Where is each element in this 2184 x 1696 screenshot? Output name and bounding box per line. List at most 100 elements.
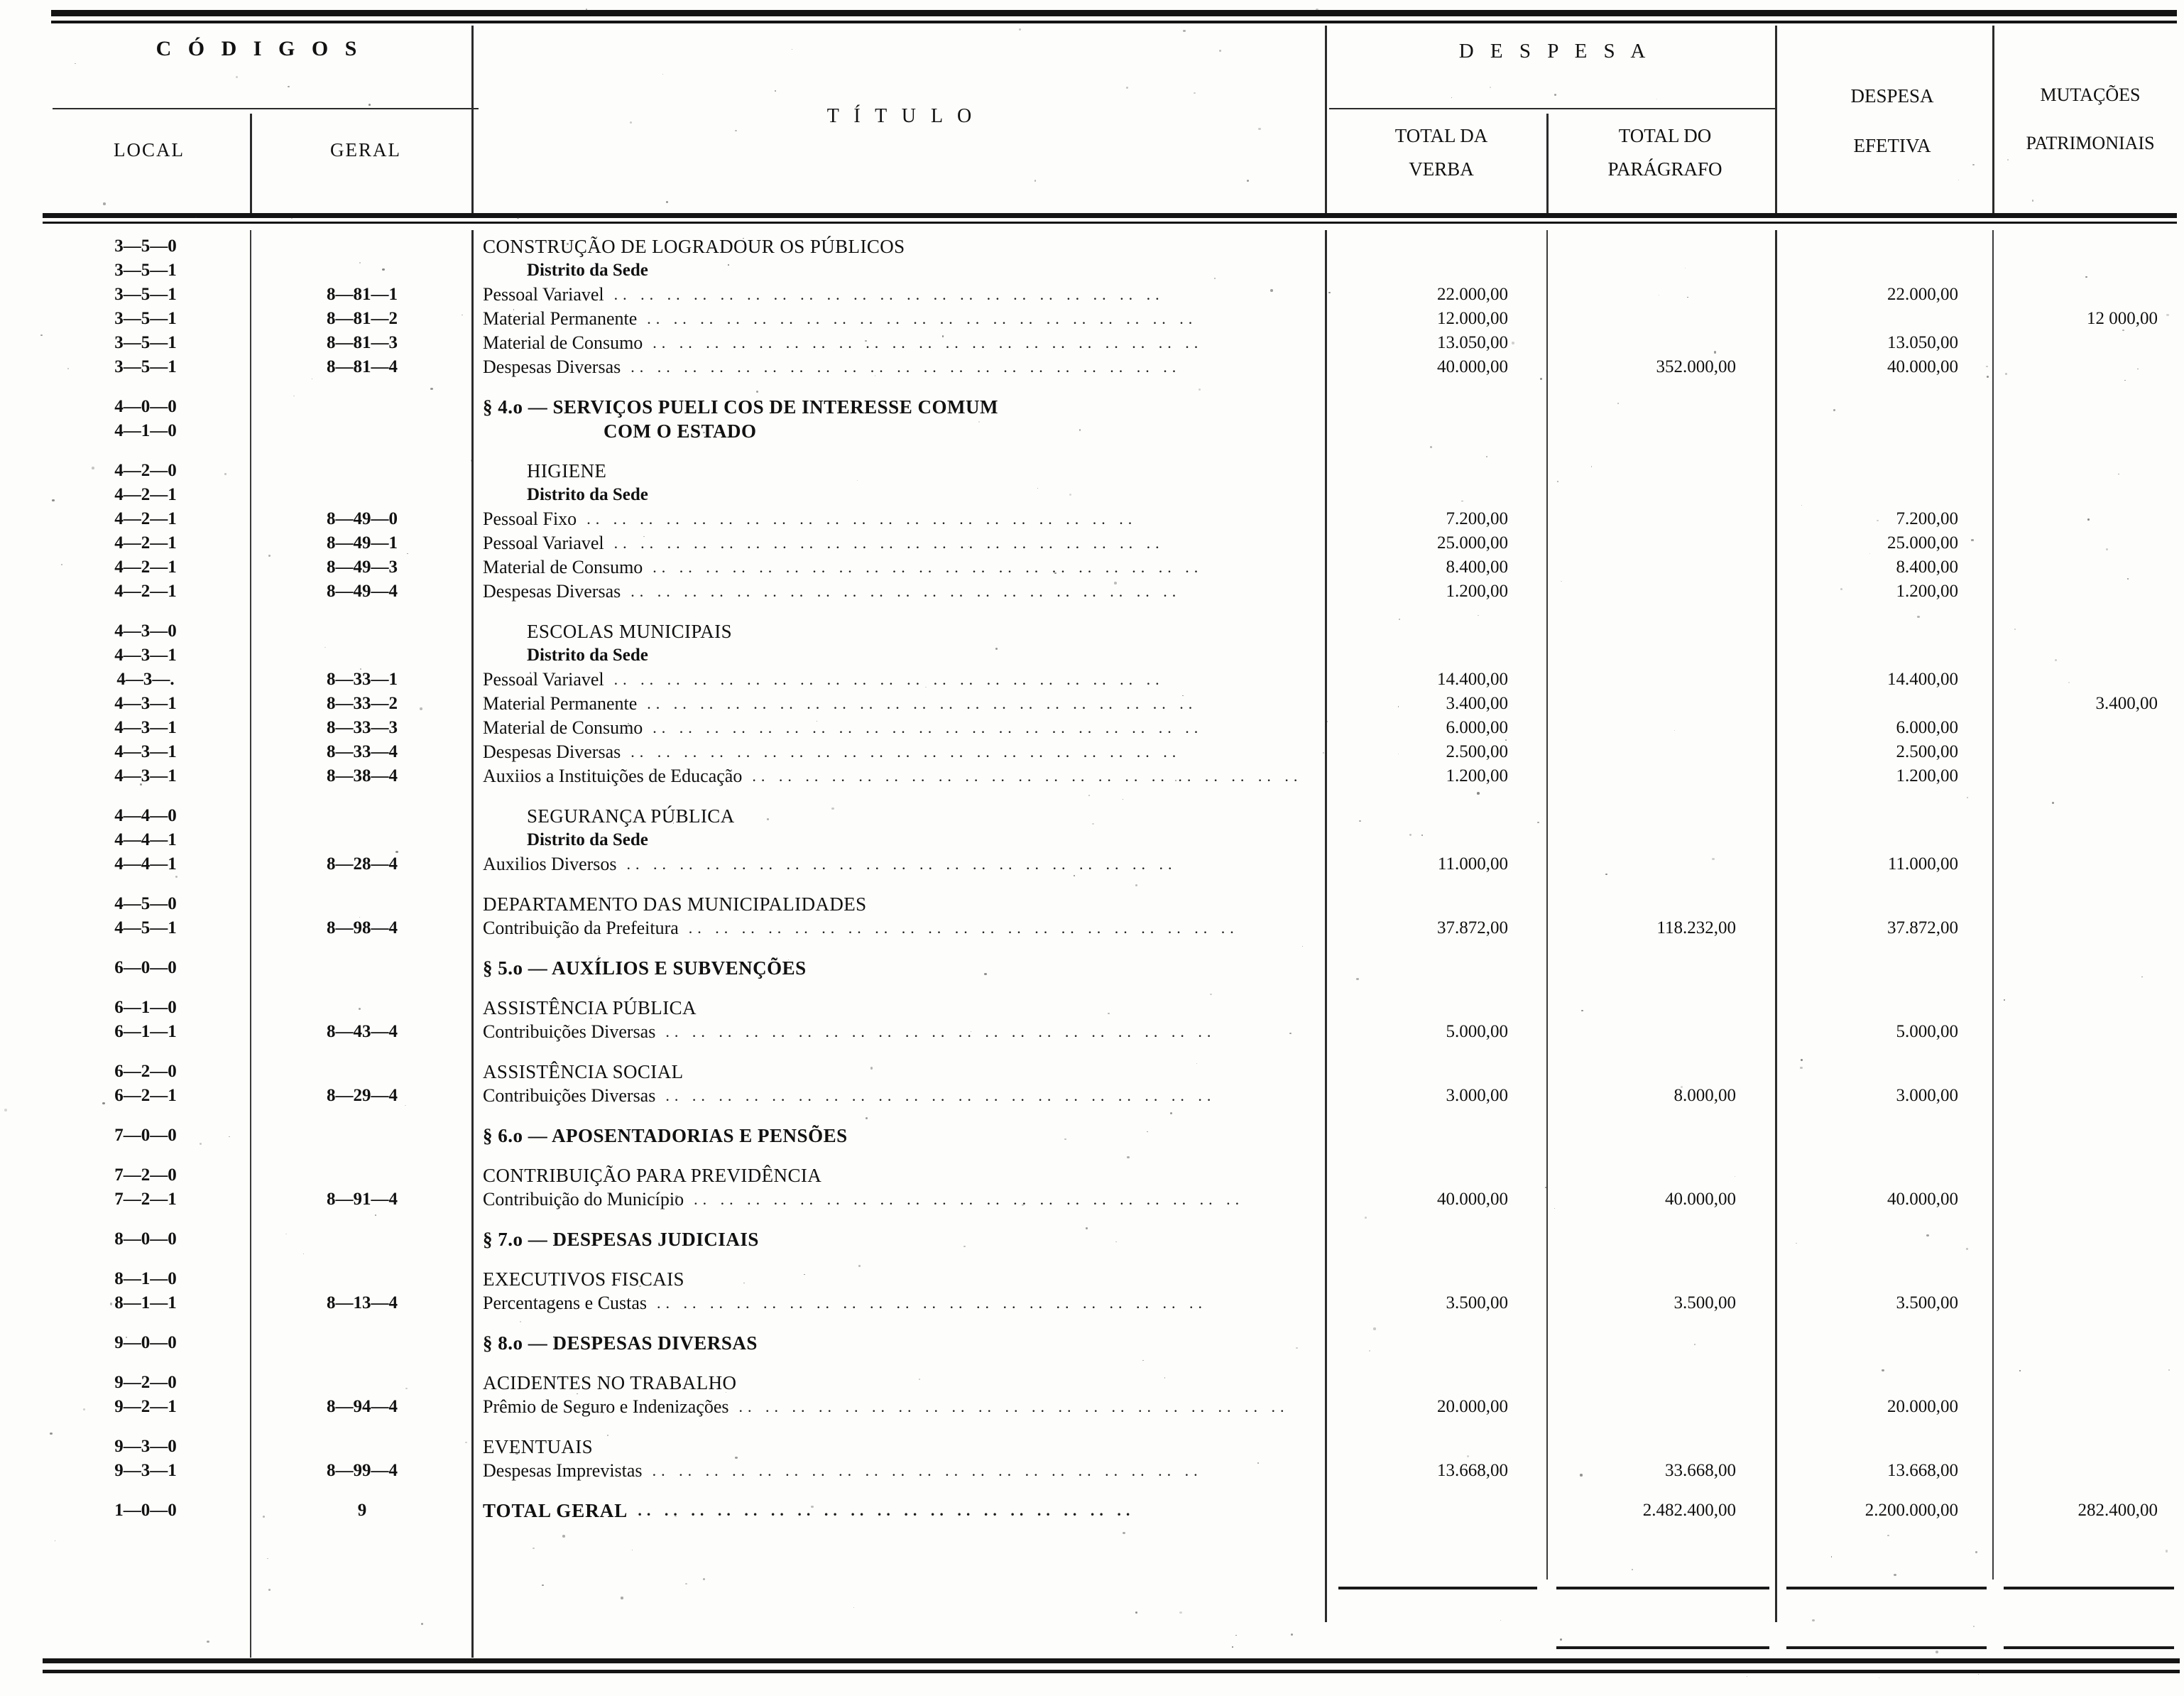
row-code-local: 4—2—1 [114, 485, 177, 504]
table-row: 3—5—0 CONSTRUÇÃO DE LOGRADOUR OS PÚBLICOS [0, 234, 2184, 259]
paper-speck [1355, 978, 1359, 981]
row-code-geral: 8—81—3 [327, 333, 398, 352]
row-value-total-verba: 8.400,00 [1446, 558, 1509, 577]
paper-speck [810, 1505, 814, 1509]
row-value-despesa-efetiva: 13.050,00 [1887, 333, 1958, 352]
paper-speck [1421, 835, 1423, 836]
paper-speck [1681, 1086, 1683, 1088]
row-title-label: § 7.o — DESPESAS JUDICIAIS [483, 1229, 759, 1250]
paper-speck [4, 1109, 7, 1111]
table-row: 4—4—1 Distrito da Sede [0, 828, 2184, 852]
header-total-da-verba: TOTAL DA VERBA [1335, 119, 1548, 187]
row-title: Auxiios a Instituições de Educação .. .. … [483, 764, 1328, 788]
row-title-label: § 6.o — APOSENTADORIAS E PENSÕES [483, 1125, 848, 1146]
row-code-local: 4—2—1 [114, 582, 177, 601]
paper-speck [702, 1577, 706, 1580]
paper-speck [1194, 92, 1196, 94]
row-title: TOTAL GERAL .. .. .. .. .. .. .. .. .. ..… [483, 1499, 1328, 1523]
paper-speck [75, 62, 76, 65]
paper-speck [1073, 874, 1076, 877]
paper-speck [766, 817, 770, 821]
paper-speck [675, 1515, 677, 1517]
paper-speck [262, 1516, 266, 1518]
row-value-total-verba: 37.872,00 [1437, 918, 1508, 937]
row-value-despesa-efetiva: 25.000,00 [1887, 533, 1958, 553]
paper-speck [1196, 1062, 1198, 1065]
paper-speck [2054, 658, 2058, 661]
row-code-local: 9—2—0 [114, 1373, 177, 1392]
spacer-row [0, 1483, 2184, 1499]
header-despesa-underline [1329, 108, 1776, 109]
row-title-label: ESCOLAS MUNICIPAIS [527, 621, 733, 642]
paper-speck [83, 1408, 86, 1411]
paper-speck [590, 1017, 592, 1019]
header-geral: GERAL [330, 139, 401, 161]
row-title-label: COM O ESTADO [604, 420, 757, 442]
paper-speck [606, 1434, 609, 1436]
row-value-total-verba: 40.000,00 [1437, 1190, 1508, 1209]
paper-speck [420, 1623, 424, 1626]
row-code-local: 4—2—1 [114, 533, 177, 553]
dot-leader: .. .. .. .. .. .. .. .. .. .. .. .. .. .… [665, 1023, 1219, 1040]
paper-speck [199, 1143, 202, 1146]
paper-speck [420, 707, 422, 710]
sep-efetiva-mutacoes-header [1992, 26, 1994, 217]
paper-speck [1088, 795, 1090, 797]
table-row: 9—2—1 8—94—4 Prêmio de Seguro e Indenizaçõ… [0, 1395, 2184, 1419]
row-value-despesa-efetiva: 13.668,00 [1887, 1461, 1958, 1480]
paper-speck [675, 1195, 678, 1198]
paper-speck [968, 546, 969, 547]
row-title-label: Despesas Diversas [483, 581, 621, 602]
row-value-total-verba: 5.000,00 [1446, 1022, 1509, 1041]
row-title-label: EVENTUAIS [483, 1436, 594, 1457]
row-title: Despesas Diversas .. .. .. .. .. .. .. ..… [483, 740, 1328, 764]
row-code-geral: 8—33—4 [327, 742, 398, 761]
row-code-geral: 8—13—4 [327, 1293, 398, 1312]
row-title: Despesas Imprevistas .. .. .. .. .. .. ..… [483, 1459, 1328, 1483]
dot-leader: .. .. .. .. .. .. .. .. .. .. .. .. .. .… [688, 919, 1243, 937]
paper-speck [727, 264, 729, 266]
row-code-local: 4—3—1 [114, 742, 177, 761]
paper-speck [1917, 616, 1921, 619]
row-title: § 4.o — SERVIÇOS PUELI COS DE INTERESSE … [483, 395, 1328, 419]
row-code-local: 4—1—0 [114, 421, 177, 440]
paper-speck [1328, 291, 1331, 294]
table-row: 4—4—1 8—28—4 Auxilios Diversos .. .. .. .. … [0, 852, 2184, 876]
paper-speck [1037, 487, 1039, 489]
header-codigos: C Ó D I G O S [155, 37, 363, 60]
paper-speck [1373, 1327, 1376, 1330]
paper-speck [1486, 456, 1487, 457]
paper-speck [1830, 1556, 1833, 1558]
spacer-row [0, 379, 2184, 395]
row-title: ACIDENTES NO TRABALHO [483, 1371, 1328, 1395]
paper-speck [1512, 342, 1514, 344]
paper-speck [290, 217, 293, 219]
row-code-local: 4—2—1 [114, 509, 177, 528]
row-code-geral: 8—99—4 [327, 1461, 398, 1480]
row-value-total-verba: 3.000,00 [1446, 1086, 1509, 1105]
paper-speck [1397, 706, 1399, 707]
row-code-geral: 8—49—0 [327, 509, 398, 528]
paper-speck [1079, 429, 1081, 431]
row-title-label: Distrito da Sede [527, 646, 648, 665]
row-title: Pessoal Variavel .. .. .. .. .. .. .. .. … [483, 531, 1328, 555]
paper-speck [1054, 572, 1057, 575]
paper-speck [1451, 97, 1453, 99]
table-row: 3—5—1 8—81—4 Despesas Diversas .. .. .. .. … [0, 355, 2184, 379]
paper-speck [2168, 1369, 2170, 1371]
paper-speck [92, 467, 95, 469]
row-title-label: Distrito da Sede [527, 261, 648, 280]
row-value-total-verba: 13.050,00 [1437, 333, 1508, 352]
paper-speck [566, 242, 569, 246]
row-value-despesa-efetiva: 37.872,00 [1887, 918, 1958, 937]
row-code-local: 4—5—0 [114, 894, 177, 913]
row-title: Distrito da Sede [483, 483, 1372, 507]
paper-speck [858, 1265, 861, 1267]
row-value-total-verba: 14.400,00 [1437, 670, 1508, 689]
paper-speck [1235, 1635, 1237, 1636]
header-bottom-rule [43, 213, 2177, 218]
table-row: 3—5—1 8—81—2 Material Permanente .. .. .. .… [0, 307, 2184, 331]
paper-speck [1169, 1112, 1172, 1114]
paper-speck [643, 536, 645, 538]
